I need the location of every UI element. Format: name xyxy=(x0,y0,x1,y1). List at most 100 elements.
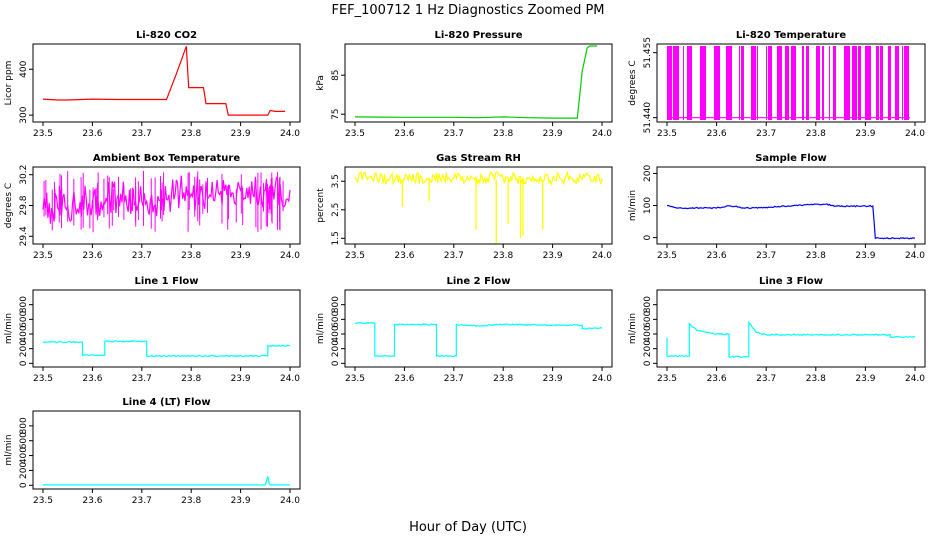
x-tick-label: 23.9 xyxy=(231,251,251,261)
temp-bar xyxy=(741,46,744,120)
y-tick-label: 800 xyxy=(331,296,341,313)
x-tick-label: 24.0 xyxy=(592,374,612,384)
y-tick-label: 0 xyxy=(643,234,653,240)
y-axis-label: kPa xyxy=(316,75,326,91)
panel: Sample Flow ml/min 23.5 23.6 23.7 23.8 23.9 24.… xyxy=(628,153,926,261)
series-line xyxy=(42,175,291,224)
y-tick-label: 400 xyxy=(643,325,653,342)
x-tick-label: 23.7 xyxy=(132,496,152,506)
panel: Line 3 Flow ml/min 23.5 23.6 23.7 23.8 23.9 24.… xyxy=(628,276,926,384)
y-axis-label: ml/min xyxy=(628,190,638,221)
x-tick-label: 23.6 xyxy=(394,251,414,261)
panel-title: Li-820 Pressure xyxy=(434,30,522,41)
panel-title: Line 1 Flow xyxy=(135,276,199,287)
series-line xyxy=(43,476,290,486)
temp-bar xyxy=(895,46,899,120)
x-tick-label: 24.0 xyxy=(905,374,925,384)
plot-frame xyxy=(344,289,613,368)
series-line xyxy=(354,45,598,119)
series-line xyxy=(666,203,916,240)
series-line xyxy=(42,46,286,116)
panel: Ambient Box Temperature degrees C 23.5 23.6… xyxy=(4,153,301,261)
x-tick-label: 24.0 xyxy=(592,129,612,139)
temp-bar xyxy=(844,46,850,120)
y-tick-label: 30.2 xyxy=(19,165,29,185)
y-tick-label: 29.4 xyxy=(19,226,29,246)
panel: Gas Stream RH percent 23.5 23.6 23.7 23.8 23.9… xyxy=(316,153,613,261)
x-tick-label: 23.5 xyxy=(33,496,53,506)
x-tick-label: 23.7 xyxy=(756,374,776,384)
x-tick-label: 23.9 xyxy=(543,374,563,384)
x-tick-label: 23.6 xyxy=(82,496,102,506)
x-tick-label: 23.9 xyxy=(231,129,251,139)
y-tick-label: 400 xyxy=(19,60,29,77)
temp-bar xyxy=(751,46,756,120)
temp-bar xyxy=(757,46,758,120)
panel: Line 2 Flow ml/min 23.5 23.6 23.7 23.8 23.9 24.… xyxy=(316,276,613,384)
temp-bar xyxy=(802,46,804,120)
temp-bar xyxy=(700,46,706,120)
x-tick-label: 23.7 xyxy=(132,374,152,384)
x-tick-label: 23.5 xyxy=(33,129,53,139)
y-tick-label: 51.455 xyxy=(643,37,653,69)
x-tick-label: 23.7 xyxy=(444,251,464,261)
y-axis-label: percent xyxy=(316,188,326,223)
y-tick-label: 600 xyxy=(19,432,29,449)
y-tick-label: 85 xyxy=(331,69,341,80)
x-tick-label: 24.0 xyxy=(905,251,925,261)
y-tick-label: 200 xyxy=(19,340,29,357)
panels-group: Li-820 CO2 Licor ppm 23.5 23.6 23.7 23.8 23.9 2… xyxy=(4,30,926,506)
y-tick-label: 400 xyxy=(19,447,29,464)
plot-frame xyxy=(32,289,301,368)
x-tick-label: 23.6 xyxy=(82,374,102,384)
x-tick-label: 23.7 xyxy=(132,129,152,139)
panel-title: Gas Stream RH xyxy=(436,153,521,164)
x-tick-label: 23.7 xyxy=(756,129,776,139)
temp-bar xyxy=(777,46,782,120)
x-tick-label: 23.7 xyxy=(444,374,464,384)
panel: Li-820 Pressure kPa 23.5 23.6 23.7 23.8 23.9 24… xyxy=(316,30,613,139)
panel-title: Li-820 CO2 xyxy=(136,30,197,41)
temp-bar xyxy=(888,46,891,120)
temp-bar xyxy=(806,46,809,120)
x-tick-label: 23.5 xyxy=(33,251,53,261)
x-tick-label: 23.8 xyxy=(181,374,201,384)
temp-bar xyxy=(673,46,679,120)
temp-bar xyxy=(876,46,879,120)
plot-frame xyxy=(32,166,301,245)
panel-title: Ambient Box Temperature xyxy=(93,153,240,164)
temp-bar xyxy=(714,46,720,120)
plot-frame xyxy=(32,43,301,123)
y-axis-label: ml/min xyxy=(628,313,638,344)
y-axis-label: Licor ppm xyxy=(4,61,14,106)
plot-frame xyxy=(656,289,926,368)
y-tick-label: 29.8 xyxy=(19,195,29,215)
y-tick-label: 0 xyxy=(643,360,653,366)
panel: Line 1 Flow ml/min 23.5 23.6 23.7 23.8 23.9 24.… xyxy=(4,276,301,384)
y-tick-label: 800 xyxy=(643,296,653,313)
y-tick-label: 400 xyxy=(19,325,29,342)
y-tick-label: 600 xyxy=(643,310,653,327)
temp-bar xyxy=(687,46,692,120)
x-tick-label: 23.8 xyxy=(493,251,513,261)
x-tick-label: 23.9 xyxy=(543,129,563,139)
temp-bar xyxy=(766,46,767,120)
temp-bar xyxy=(902,46,903,120)
x-tick-label: 23.9 xyxy=(231,374,251,384)
plot-frame xyxy=(344,166,613,245)
y-tick-label: 200 xyxy=(643,340,653,357)
x-tick-label: 23.6 xyxy=(394,129,414,139)
series-line xyxy=(354,170,603,187)
panel: Li-820 Temperature degrees C 23.5 23.6 23.7 2… xyxy=(628,30,926,139)
y-tick-label: 200 xyxy=(19,462,29,479)
x-tick-label: 24.0 xyxy=(592,251,612,261)
y-tick-label: 0 xyxy=(19,360,29,366)
x-tick-label: 23.8 xyxy=(493,129,513,139)
x-tick-label: 23.6 xyxy=(707,129,727,139)
y-tick-label: 100 xyxy=(643,197,653,214)
x-tick-label: 24.0 xyxy=(280,374,300,384)
x-tick-label: 23.8 xyxy=(181,496,201,506)
x-tick-label: 23.9 xyxy=(543,251,563,261)
y-axis-label: degrees C xyxy=(4,183,14,228)
